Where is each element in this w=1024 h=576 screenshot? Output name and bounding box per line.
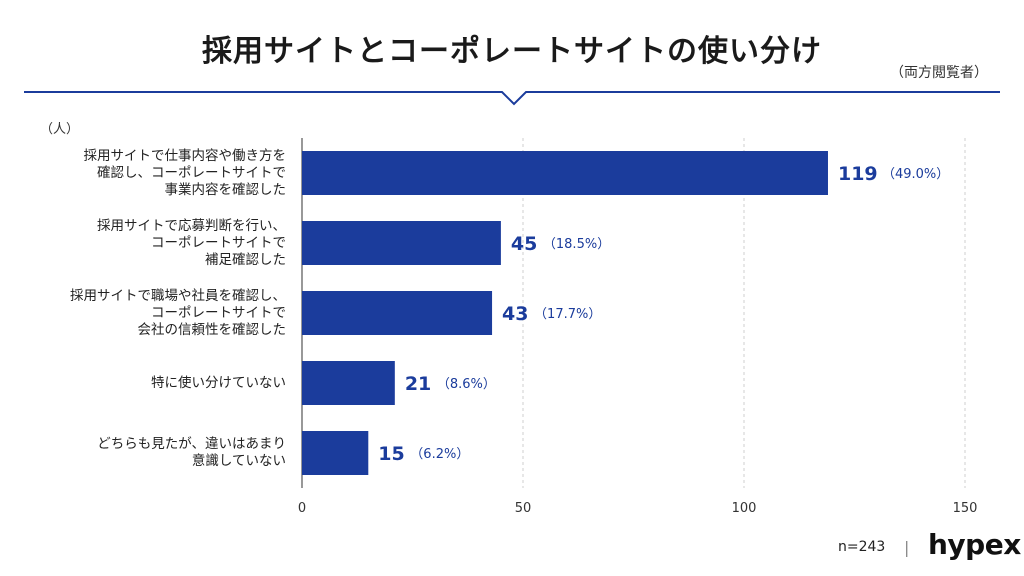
sample-size: n=243 [838, 539, 886, 555]
bar [302, 431, 369, 475]
category-label: 採用サイトで応募判断を行い、 コーポレートサイトで 補足確認した [16, 218, 286, 269]
bar [302, 221, 501, 265]
category-label-line: 採用サイトで応募判断を行い、 [97, 217, 286, 234]
value-label: 21 [405, 373, 431, 395]
x-tick-label: 100 [732, 501, 757, 516]
category-label-line: 意識していない [191, 453, 286, 469]
value-label: 43 [502, 303, 528, 325]
category-label-line: 確認し、コーポレートサイトで [97, 164, 286, 181]
x-tick-label: 150 [953, 501, 978, 516]
chart-title: 採用サイトとコーポレートサイトの使い分け [202, 34, 822, 69]
category-label-line: 会社の信頼性を確認した [137, 321, 287, 338]
x-tick-label: 50 [515, 501, 532, 516]
value-label: 119 [838, 163, 878, 185]
bar [302, 151, 828, 195]
header-divider [24, 91, 1000, 106]
percent-label: （8.6%） [437, 377, 496, 392]
category-label-line: 採用サイトで職場や社員を確認し、 [70, 287, 286, 304]
value-label: 15 [378, 443, 404, 465]
category-label-line: 補足確認した [205, 251, 286, 268]
category-label-line: コーポレートサイトで [151, 304, 286, 321]
percent-label: （49.0%） [882, 167, 949, 182]
bar [302, 361, 395, 405]
category-label-line: コーポレートサイトで [151, 234, 286, 251]
category-label: 採用サイトで仕事内容や働き方を 確認し、コーポレートサイトで 事業内容を確認した [16, 147, 287, 199]
value-label: 45 [511, 233, 537, 255]
category-label: 特に使い分けていない [16, 375, 286, 392]
category-label-line: 特に使い分けていない [151, 374, 286, 391]
category-label: どちらも見たが、違いはあまり 意識していない [16, 436, 286, 470]
unit-label: （人） [40, 122, 80, 137]
category-label: 採用サイトで職場や社員を確認し、 コーポレートサイトで 会社の信頼性を確認した [16, 288, 286, 339]
percent-label: （6.2%） [410, 447, 469, 462]
chart-subtitle: （両方閲覧者） [890, 65, 988, 81]
category-label-line: 採用サイトで仕事内容や働き方を [83, 147, 287, 164]
percent-label: （17.7%） [534, 307, 601, 322]
hypex-logo: hypex [928, 528, 1021, 561]
category-label-line: 事業内容を確認した [164, 181, 287, 198]
bar [302, 291, 493, 335]
x-tick-label: 0 [298, 501, 306, 516]
category-label-line: どちらも見たが、違いはあまり [97, 436, 286, 452]
footer-separator: | [904, 538, 910, 557]
percent-label: （18.5%） [543, 237, 610, 252]
